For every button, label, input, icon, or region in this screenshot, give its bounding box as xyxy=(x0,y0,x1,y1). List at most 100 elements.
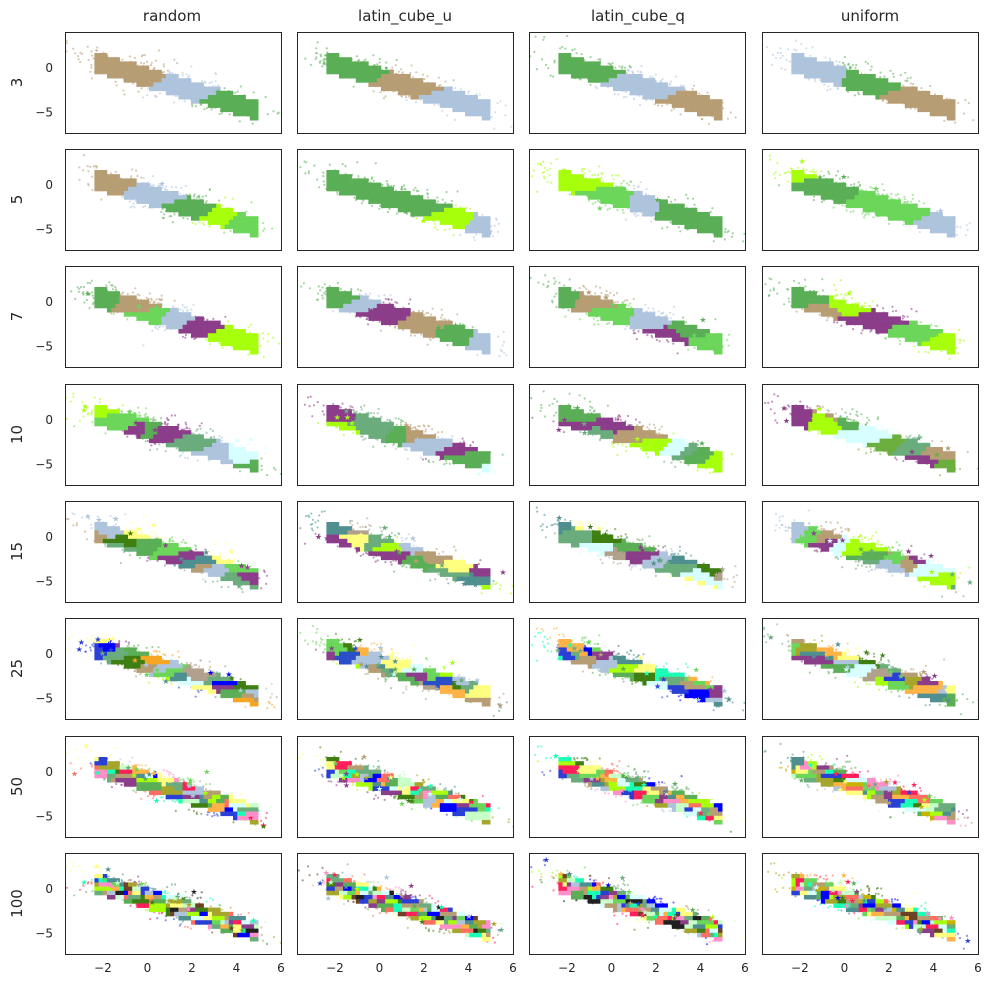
cluster-cell xyxy=(418,199,424,204)
cluster-cell xyxy=(140,78,146,83)
data-point xyxy=(723,230,727,234)
cluster-cell xyxy=(347,61,352,66)
data-point xyxy=(316,178,319,181)
cluster-cell xyxy=(587,65,593,71)
cluster-cell xyxy=(207,95,213,100)
cluster-cell xyxy=(566,61,572,66)
cluster-cell xyxy=(833,82,838,87)
cluster-cell xyxy=(224,99,230,104)
cluster-cell xyxy=(360,191,365,196)
cluster-cell xyxy=(376,74,382,79)
cluster-cell xyxy=(228,99,234,104)
cluster-cell xyxy=(444,220,449,225)
cluster-cell xyxy=(600,69,605,75)
data-point xyxy=(91,175,94,178)
data-point xyxy=(772,119,774,121)
data-point xyxy=(897,193,900,196)
cluster-cell xyxy=(862,82,868,87)
cluster-cell xyxy=(452,90,457,96)
cluster-cell xyxy=(621,186,626,192)
cluster-cell xyxy=(144,78,150,83)
cluster-cell xyxy=(241,111,246,117)
cluster-cell xyxy=(385,199,390,204)
cluster-cell xyxy=(326,182,331,188)
cluster-cell xyxy=(385,186,390,192)
cluster-cell xyxy=(638,82,643,87)
data-point xyxy=(496,102,499,105)
cluster-cell xyxy=(178,199,183,204)
cluster-cell xyxy=(583,61,589,66)
cluster-cell xyxy=(207,203,213,209)
cluster-cell xyxy=(841,65,847,71)
cluster-cell xyxy=(423,82,428,87)
cluster-cell xyxy=(465,216,470,221)
cluster-cell xyxy=(566,65,572,71)
cluster-cell xyxy=(427,199,432,204)
cluster-cell xyxy=(203,99,209,104)
panel-3-uniform: ★★★ xyxy=(762,32,979,134)
cluster-cell xyxy=(414,86,420,92)
cluster-cell xyxy=(115,191,120,196)
cluster-cell xyxy=(102,57,108,62)
cluster-cell xyxy=(477,224,483,230)
data-point xyxy=(128,200,131,203)
cluster-cell xyxy=(829,65,834,71)
cluster-cell xyxy=(115,69,120,75)
cluster-cell xyxy=(946,111,952,117)
cluster-cell xyxy=(829,78,834,83)
cluster-cell xyxy=(423,212,428,217)
data-point xyxy=(444,80,447,83)
cluster-cell xyxy=(617,186,622,192)
cluster-cell xyxy=(115,74,120,79)
data-point xyxy=(757,160,759,162)
cluster-cell xyxy=(178,207,183,213)
cluster-cell xyxy=(228,212,234,217)
data-point xyxy=(778,173,782,177)
data-point xyxy=(394,64,397,67)
data-point xyxy=(863,216,866,219)
cluster-cell xyxy=(676,103,681,108)
cluster-cell xyxy=(659,95,664,100)
data-point xyxy=(355,55,358,58)
cluster-cell xyxy=(646,199,652,204)
cluster-cell xyxy=(334,53,340,58)
cluster-cell xyxy=(646,78,652,83)
cluster-cell xyxy=(709,99,715,104)
cluster-cell xyxy=(621,86,626,92)
data-point xyxy=(353,196,356,199)
cluster-cell xyxy=(663,90,668,96)
cluster-cell xyxy=(174,78,179,83)
data-point xyxy=(72,47,75,50)
data-point xyxy=(546,180,549,183)
cluster-cell xyxy=(629,199,635,204)
cluster-cell xyxy=(245,228,251,234)
cluster-cell xyxy=(671,99,677,104)
cluster-cell xyxy=(646,203,652,209)
cluster-cell xyxy=(212,220,217,225)
cluster-cell xyxy=(136,199,141,204)
cluster-regions xyxy=(791,53,956,121)
cluster-cell xyxy=(161,78,167,83)
cluster-cell xyxy=(364,61,369,66)
cluster-cell xyxy=(144,195,150,200)
cluster-cell xyxy=(191,199,196,204)
cluster-cell xyxy=(249,116,255,121)
cluster-cell xyxy=(938,99,943,104)
data-point xyxy=(836,87,840,91)
cluster-cell xyxy=(339,57,344,62)
cluster-cell xyxy=(207,220,213,225)
data-point xyxy=(540,163,543,166)
data-point xyxy=(224,196,227,199)
centroid-star: ★ xyxy=(145,180,152,189)
data-point xyxy=(552,75,555,78)
cluster-cell xyxy=(351,191,357,196)
cluster-cell xyxy=(592,182,597,188)
cluster-cell xyxy=(816,74,822,79)
data-point xyxy=(771,63,774,66)
data-point xyxy=(386,184,389,187)
cluster-cell xyxy=(634,199,639,204)
cluster-cell xyxy=(107,186,112,192)
cluster-cell xyxy=(224,224,230,230)
cluster-cell xyxy=(347,191,352,196)
cluster-cell xyxy=(144,191,150,196)
